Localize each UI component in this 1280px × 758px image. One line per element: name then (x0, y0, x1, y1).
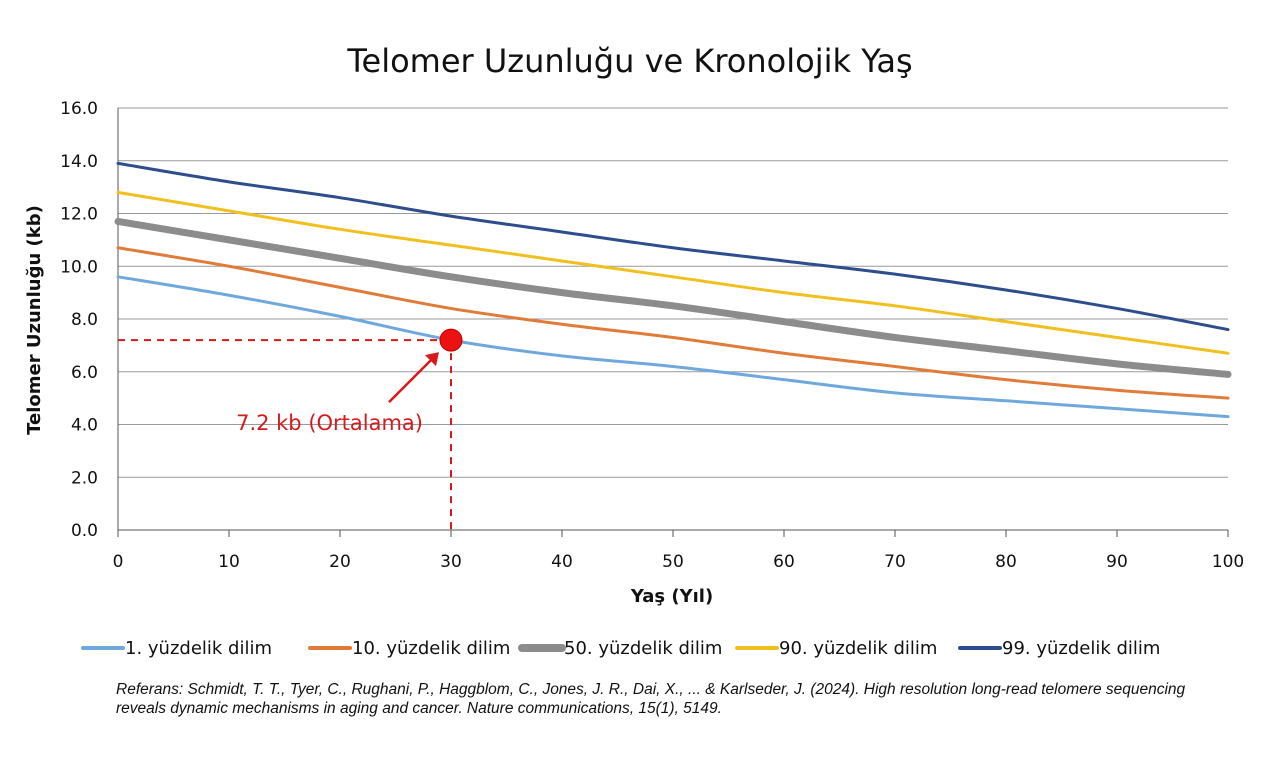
series-line (116, 275, 1230, 419)
y-tick-label: 10.0 (60, 257, 98, 277)
x-tick-label: 60 (773, 552, 795, 572)
series-line (116, 190, 1230, 355)
reference-text: Referans: Schmidt, T. T., Tyer, C., Rugh… (116, 681, 1186, 717)
y-tick-label: 14.0 (60, 152, 98, 172)
legend-label: 90. yüzdelik dilim (779, 638, 937, 659)
x-tick-label: 80 (995, 552, 1017, 572)
y-axis-label: Telomer Uzunluğu (kb) (24, 205, 45, 435)
y-tick-label: 12.0 (60, 205, 98, 225)
annotation-label: 7.2 kb (Ortalama) (236, 411, 423, 435)
legend-label: 1. yüzdelik dilim (125, 638, 272, 659)
y-tick-label: 6.0 (71, 363, 98, 383)
annotation-arrow-head (425, 352, 439, 367)
legend-label: 10. yüzdelik dilim (352, 638, 510, 659)
x-tick-label: 40 (551, 552, 573, 572)
x-tick-label: 100 (1212, 552, 1244, 572)
y-tick-labels: 0.0 2.0 4.0 6.0 8.0 10.0 12.0 14.0 16.0 (60, 99, 98, 541)
series-line (116, 161, 1230, 332)
x-tick-label: 30 (440, 552, 462, 572)
legend: 1. yüzdelik dilim 10. yüzdelik dilim 50. y… (81, 638, 1160, 659)
y-tick-label: 4.0 (71, 416, 98, 436)
legend-label: 99. yüzdelik dilim (1002, 638, 1160, 659)
x-tick-label: 0 (113, 552, 124, 572)
y-tick-label: 8.0 (71, 310, 98, 330)
annotation-arrow-shaft (388, 357, 434, 403)
x-axis-label: Yaş (Yıl) (630, 586, 713, 607)
series-line (116, 246, 1230, 400)
y-tick-label: 2.0 (71, 468, 98, 488)
x-tick-label: 70 (884, 552, 906, 572)
chart-title: Telomer Uzunluğu ve Kronolojik Yaş (346, 42, 912, 80)
legend-label: 50. yüzdelik dilim (564, 638, 722, 659)
y-tick-label: 0.0 (71, 521, 98, 541)
grid-lines (117, 107, 1228, 531)
x-tick-labels: 0 10 20 30 40 50 60 70 80 90 100 (113, 530, 1244, 572)
annotation-group: 7.2 kb (Ortalama) (118, 328, 463, 530)
x-tick-label: 10 (218, 552, 240, 572)
x-tick-label: 50 (662, 552, 684, 572)
y-tick-label: 16.0 (60, 99, 98, 119)
series-line (114, 217, 1232, 378)
x-tick-label: 90 (1106, 552, 1128, 572)
series-lines (114, 161, 1232, 419)
x-tick-label: 20 (329, 552, 351, 572)
annotation-point (439, 328, 463, 352)
